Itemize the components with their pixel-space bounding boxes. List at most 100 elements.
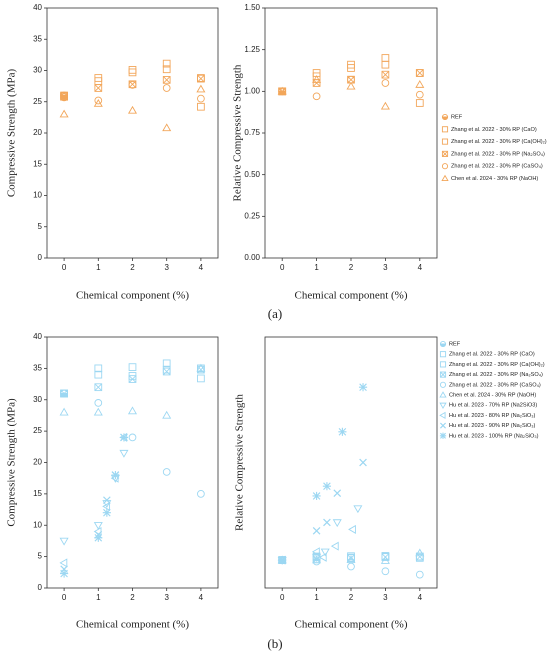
marker	[128, 363, 137, 371]
marker	[347, 64, 355, 72]
y-tick-label: 1.50	[244, 3, 260, 12]
legend-marker	[441, 174, 449, 182]
marker	[59, 558, 68, 568]
x-tick-label: 1	[96, 263, 101, 272]
marker	[94, 84, 103, 92]
marker	[128, 375, 137, 383]
marker	[312, 75, 322, 83]
legend-label: Zhang et al. 2022 - 30% RP (CaO)	[451, 127, 537, 133]
marker	[128, 81, 137, 89]
y-tick-label: 25	[33, 97, 42, 106]
marker	[415, 69, 424, 77]
x-tick-label: 4	[418, 593, 423, 602]
y-tick-label: 15	[33, 489, 42, 498]
marker	[94, 399, 103, 407]
marker	[415, 99, 424, 107]
marker	[60, 93, 68, 102]
y-tick-label: 30	[33, 66, 42, 75]
marker	[162, 65, 171, 74]
y-tick-label: 0	[38, 253, 43, 262]
marker	[197, 102, 205, 111]
marker	[353, 505, 363, 514]
marker	[93, 522, 103, 530]
y-tick-label: 0.50	[244, 170, 260, 179]
legend-marker	[439, 432, 447, 439]
x-tick-label: 2	[349, 593, 354, 602]
marker	[60, 389, 68, 398]
y-tick-label: 35	[33, 363, 42, 372]
marker	[128, 68, 137, 77]
marker	[415, 548, 425, 557]
x-tick-label: 4	[418, 263, 423, 272]
marker	[415, 90, 424, 99]
marker	[348, 524, 356, 534]
marker	[415, 552, 424, 561]
x-tick-label: 0	[62, 263, 67, 272]
marker	[322, 482, 331, 491]
marker	[94, 370, 103, 379]
x-axis-title: Chemical component (%)	[76, 290, 189, 302]
marker	[162, 76, 171, 84]
marker	[119, 449, 129, 458]
legend-label: Hu et al. 2023 - 90% RP (Na₂SiO₃)	[449, 423, 536, 429]
marker	[415, 570, 424, 579]
legend-marker	[439, 411, 446, 420]
marker	[127, 105, 138, 114]
y-tick-label: 30	[33, 395, 42, 404]
legend-label: Chen et al. 2024 - 30% RP (NaOH)	[451, 176, 538, 182]
y-tick-label: 0.00	[244, 253, 260, 262]
marker	[346, 555, 356, 564]
marker	[347, 562, 355, 571]
marker	[162, 410, 172, 419]
marker	[332, 519, 342, 528]
marker	[102, 508, 111, 517]
y-axis-title: Relative Compressive Strength	[232, 64, 244, 201]
legend-marker	[439, 361, 447, 368]
legend-label: Zhang et al. 2022 - 30% RP (Ca(OH)₂)	[451, 139, 547, 145]
x-axis-title: Chemical component (%)	[76, 619, 189, 631]
marker	[381, 79, 390, 87]
marker	[111, 470, 120, 480]
y-axis-title: Compressive Strength (MPa)	[6, 69, 18, 198]
marker	[162, 84, 171, 92]
y-tick-label: 15	[33, 159, 42, 168]
marker	[162, 367, 171, 376]
legend-marker	[441, 126, 449, 133]
marker	[359, 458, 367, 467]
legend-marker	[439, 422, 447, 429]
marker	[162, 359, 171, 368]
legend-marker	[441, 163, 449, 170]
marker	[330, 541, 339, 551]
marker	[60, 569, 69, 578]
x-axis-title: Chemical component (%)	[294, 290, 407, 302]
x-tick-label: 0	[62, 593, 67, 602]
plot-frame	[46, 336, 219, 589]
marker	[59, 537, 69, 546]
legend-label: REF	[449, 341, 461, 347]
plot-frame	[264, 336, 438, 589]
marker	[162, 59, 171, 68]
marker	[162, 123, 172, 132]
marker	[381, 54, 390, 62]
plot-frame	[46, 7, 219, 259]
y-tick-label: 40	[33, 3, 42, 12]
y-tick-label: 0.75	[244, 128, 260, 137]
marker	[323, 518, 331, 527]
marker	[102, 501, 111, 511]
marker	[128, 66, 137, 74]
x-axis-title: Chemical component (%)	[294, 619, 407, 631]
y-tick-label: 25	[33, 426, 42, 435]
marker	[415, 80, 425, 88]
marker	[94, 96, 103, 105]
y-tick-label: 40	[33, 332, 42, 341]
x-tick-label: 0	[280, 263, 285, 272]
y-tick-label: 10	[33, 520, 42, 529]
marker	[381, 70, 390, 79]
legend-label: REF	[451, 114, 463, 120]
legend-marker	[441, 150, 449, 157]
marker	[94, 383, 103, 392]
legend-label: Hu et al. 2023 - 70% RP (Na2SiO3)	[449, 403, 537, 409]
marker	[94, 533, 103, 542]
marker	[380, 556, 390, 564]
legend-label: Zhang et al. 2022 - 30% RP (Ca(OH)₂)	[449, 362, 545, 368]
